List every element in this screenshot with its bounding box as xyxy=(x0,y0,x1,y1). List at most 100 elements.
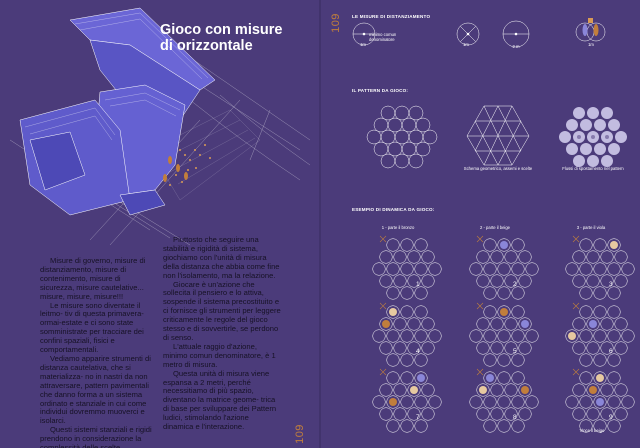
start-marker xyxy=(476,302,484,310)
step-number: 2 xyxy=(513,281,517,288)
board-cell xyxy=(386,395,400,409)
body-column-2: Piuttosto che seguire una stabilità e ri… xyxy=(163,235,281,432)
paragraph: Piuttosto che seguire una stabilità e ri… xyxy=(163,235,280,280)
player-token xyxy=(521,320,529,328)
board-cell xyxy=(379,383,393,397)
board-cell xyxy=(483,395,497,409)
board-cell xyxy=(386,329,400,343)
board-cell xyxy=(490,274,504,288)
paragraph: Vediamo apparire strumenti di distanza c… xyxy=(40,353,151,426)
board-cell xyxy=(518,341,532,355)
board-cell xyxy=(372,395,386,409)
board-cell xyxy=(497,419,511,433)
start-marker xyxy=(572,302,580,310)
board-cell xyxy=(525,262,539,276)
board-cell xyxy=(579,329,593,343)
board-cell xyxy=(497,353,511,367)
board-cell xyxy=(593,262,607,276)
game-board xyxy=(372,368,442,433)
dimension-label: 1m xyxy=(360,42,366,47)
board-cell xyxy=(579,353,593,367)
board-cell xyxy=(386,305,400,319)
board-cell xyxy=(579,238,593,252)
board-cell xyxy=(600,274,614,288)
paragraph: Le misure sono diventate il leitmo- tiv … xyxy=(40,300,144,355)
board-cell xyxy=(414,419,428,433)
board-cell xyxy=(593,238,607,252)
player-token xyxy=(568,332,576,340)
board-cell xyxy=(421,341,435,355)
board-cell xyxy=(614,250,628,264)
board-cell xyxy=(483,353,497,367)
game-board xyxy=(372,302,442,367)
player-token xyxy=(389,308,397,316)
board-cell xyxy=(400,371,414,385)
board-cell xyxy=(497,262,511,276)
board-cell xyxy=(379,274,393,288)
pattern-caption-flows: Flussi di spostamento nel pattern xyxy=(562,166,624,171)
board-cell xyxy=(483,238,497,252)
dimension-label: 1m xyxy=(463,42,469,47)
board-cell xyxy=(600,383,614,397)
board-cell xyxy=(490,407,504,421)
board-cell xyxy=(504,317,518,331)
board-cell xyxy=(497,395,511,409)
board-cell xyxy=(497,329,511,343)
board-cell xyxy=(621,329,635,343)
board-cell xyxy=(428,262,442,276)
board-cell xyxy=(476,383,490,397)
board-cell xyxy=(586,383,600,397)
board-cell xyxy=(504,341,518,355)
board-cell xyxy=(572,317,586,331)
board-cell xyxy=(386,353,400,367)
board-cell xyxy=(372,262,386,276)
board-cell xyxy=(518,383,532,397)
board-cell xyxy=(476,407,490,421)
board-cell xyxy=(414,305,428,319)
board-cell xyxy=(607,238,621,252)
board-cell xyxy=(614,274,628,288)
title-line-2: di orizzontale xyxy=(160,38,253,54)
board-cell xyxy=(565,395,579,409)
board-cell xyxy=(421,317,435,331)
board-cell xyxy=(379,250,393,264)
board-cell xyxy=(579,286,593,300)
board-cell xyxy=(483,371,497,385)
start-marker xyxy=(379,302,387,310)
game-board xyxy=(469,235,539,300)
board-cell xyxy=(421,383,435,397)
player-token xyxy=(589,386,597,394)
column-label-3: 3 - parte il viola xyxy=(576,225,606,230)
step-number: 9 xyxy=(609,414,613,421)
start-marker xyxy=(572,368,580,376)
board-cell xyxy=(386,262,400,276)
board-cell xyxy=(621,395,635,409)
column-label-2: 2 - parte il beige xyxy=(479,225,511,230)
board-cell xyxy=(572,250,586,264)
board-cell xyxy=(525,395,539,409)
board-cell xyxy=(607,353,621,367)
board-cell xyxy=(469,262,483,276)
board-cell xyxy=(504,407,518,421)
player-token xyxy=(382,320,390,328)
pattern-geometry-diagram xyxy=(466,105,530,166)
step-number: 3 xyxy=(609,281,613,288)
board-cell xyxy=(407,407,421,421)
board-cell xyxy=(386,371,400,385)
board-cell xyxy=(476,341,490,355)
board-cell xyxy=(518,250,532,264)
game-board xyxy=(565,368,635,433)
distancing-diagram xyxy=(352,18,606,48)
player-token xyxy=(389,398,397,406)
board-cell xyxy=(483,419,497,433)
player-token xyxy=(500,241,508,249)
board-cell xyxy=(414,395,428,409)
section-header-pattern: IL PATTERN DA GIOCO: xyxy=(352,88,409,93)
board-cell xyxy=(428,329,442,343)
board-cell xyxy=(469,329,483,343)
board-cell xyxy=(593,395,607,409)
game-board xyxy=(469,368,539,433)
board-cell xyxy=(400,286,414,300)
board-cell xyxy=(407,317,421,331)
